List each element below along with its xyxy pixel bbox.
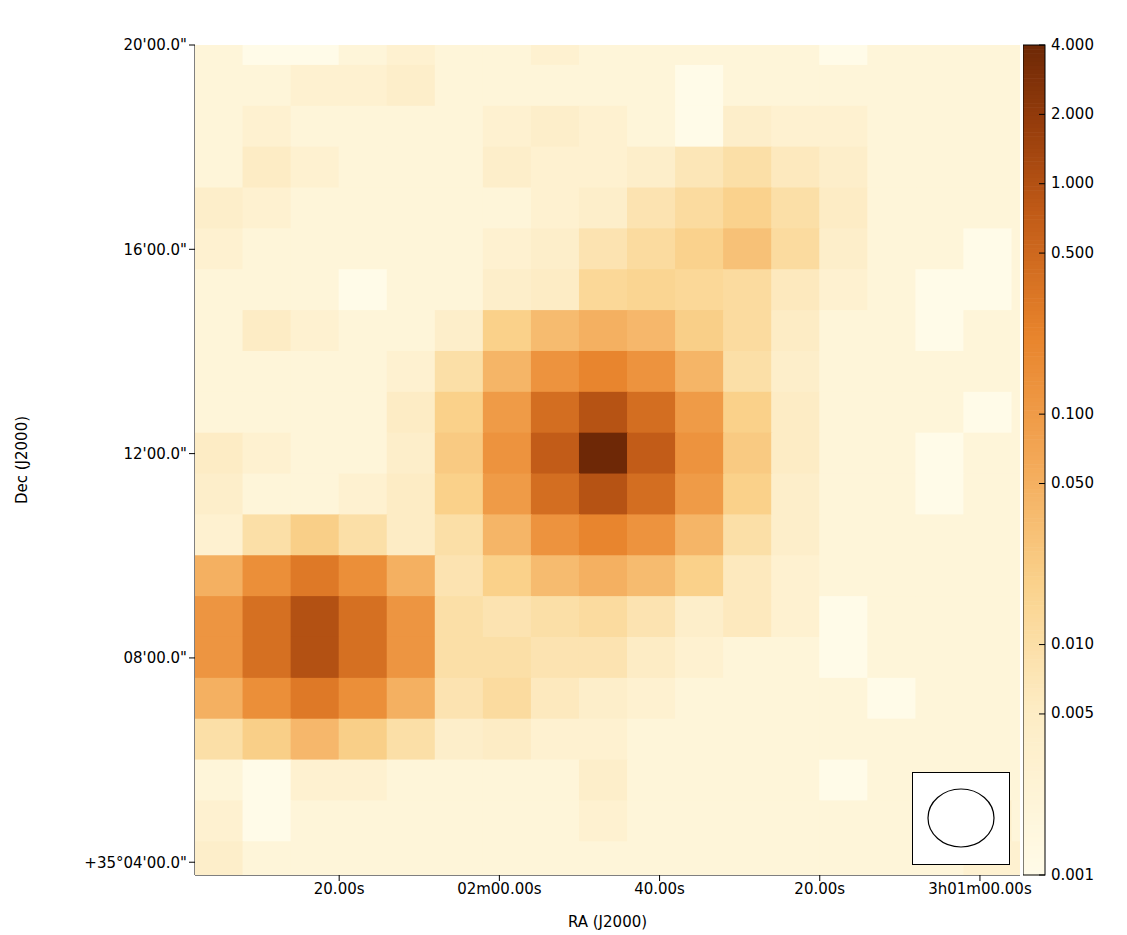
svg-text:08'00.0": 08'00.0" (123, 649, 187, 667)
svg-text:20.00s: 20.00s (794, 880, 845, 898)
svg-text:20.00s: 20.00s (314, 880, 365, 898)
svg-text:0.001: 0.001 (1051, 866, 1094, 884)
svg-text:0.100: 0.100 (1051, 405, 1094, 423)
svg-text:02m00.00s: 02m00.00s (457, 880, 542, 898)
svg-text:2.000: 2.000 (1051, 105, 1094, 123)
svg-text:1.000: 1.000 (1051, 174, 1094, 192)
svg-text:3h01m00.00s: 3h01m00.00s (928, 880, 1032, 898)
svg-text:0.500: 0.500 (1051, 244, 1094, 262)
svg-text:Dec (J2000): Dec (J2000) (13, 416, 31, 504)
svg-text:4.000: 4.000 (1051, 36, 1094, 54)
svg-text:RA (J2000): RA (J2000) (568, 913, 647, 931)
svg-text:20'00.0": 20'00.0" (123, 36, 187, 54)
svg-text:40.00s: 40.00s (634, 880, 685, 898)
svg-text:16'00.0": 16'00.0" (123, 241, 187, 259)
svg-text:0.010: 0.010 (1051, 635, 1094, 653)
svg-text:+35°04'00.0": +35°04'00.0" (84, 854, 187, 872)
svg-text:0.005: 0.005 (1051, 704, 1094, 722)
svg-text:12'00.0": 12'00.0" (123, 445, 187, 463)
svg-text:0.050: 0.050 (1051, 474, 1094, 492)
